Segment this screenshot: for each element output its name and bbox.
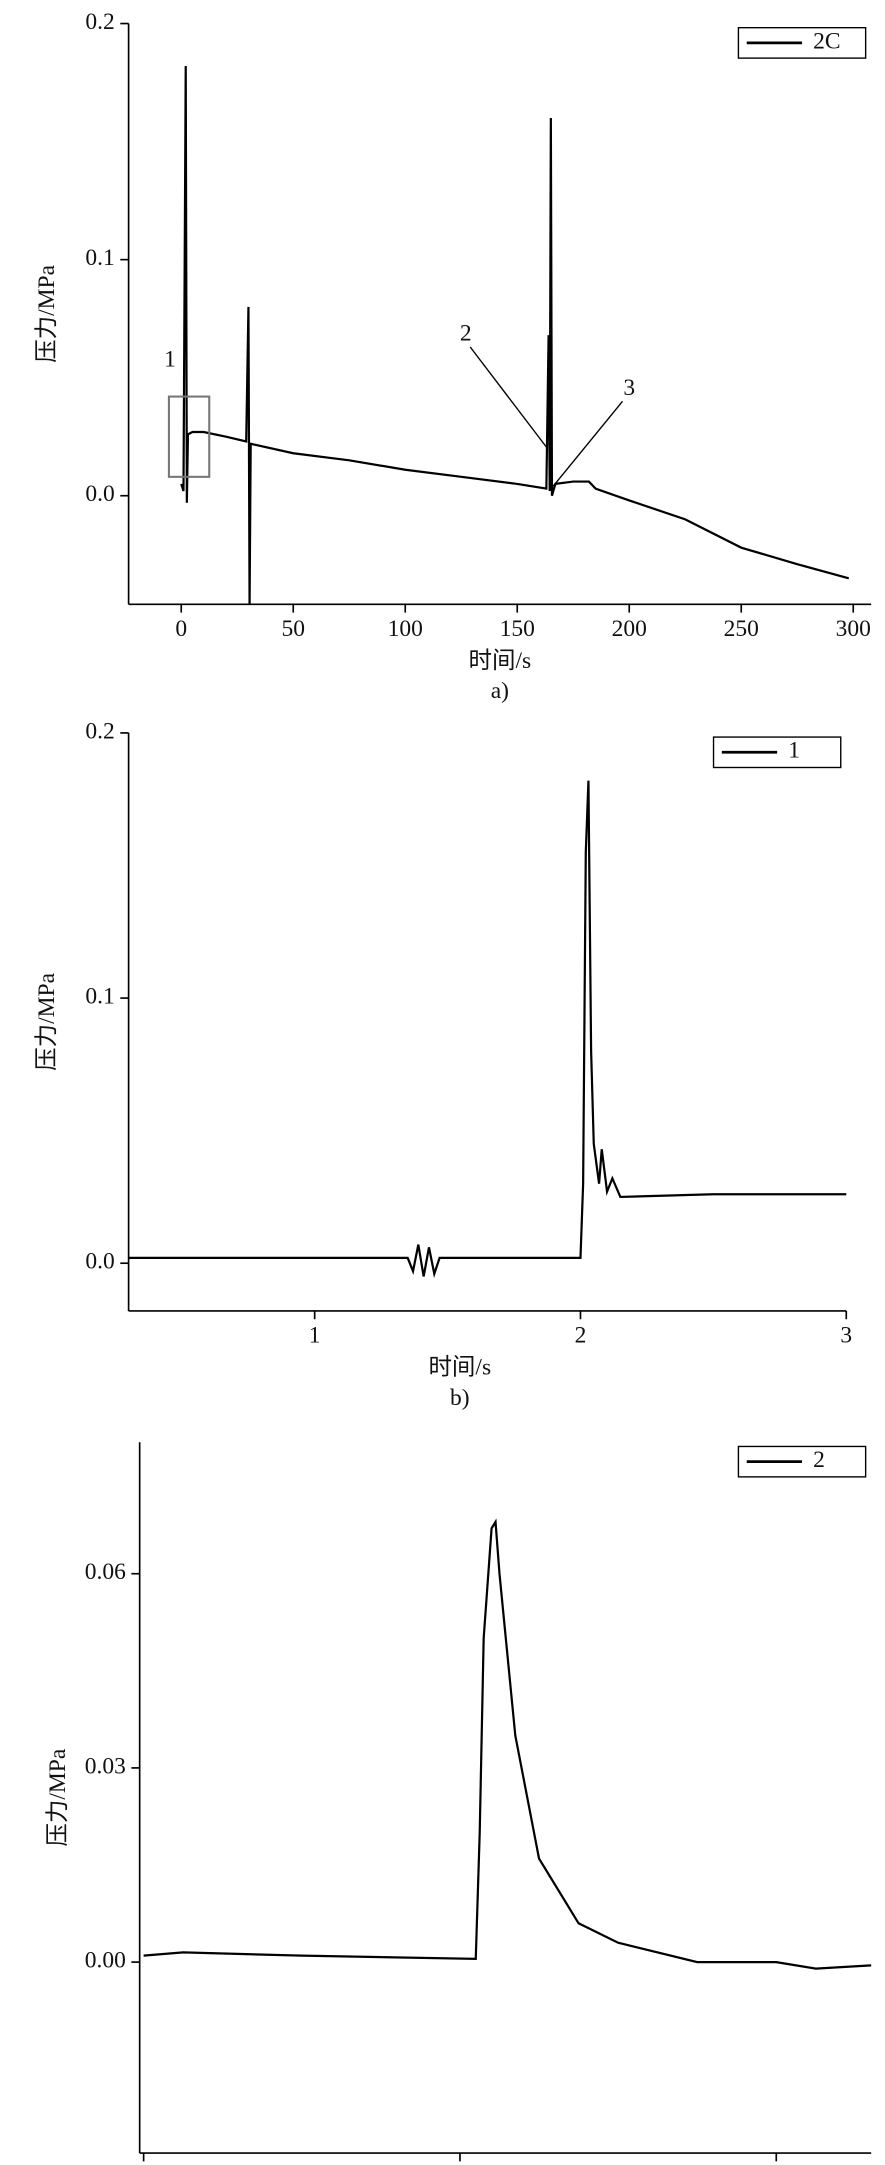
caption: b) xyxy=(450,1385,470,1411)
zoom-box xyxy=(167,395,211,478)
y-axis-label: 压力/MPa xyxy=(44,1748,71,1846)
y-tick-label: 0.1 xyxy=(85,983,114,1009)
caption: a) xyxy=(491,678,509,704)
annotation-leader xyxy=(469,346,549,449)
legend-label: 2C xyxy=(813,28,840,54)
annotation: 3 xyxy=(623,375,635,401)
y-axis-label: 压力/MPa xyxy=(33,264,60,362)
x-tick-label: 1 xyxy=(309,1323,321,1349)
x-tick-label: 2 xyxy=(575,1323,587,1349)
x-tick-label: 200 xyxy=(612,616,647,642)
x-tick-label: 0 xyxy=(175,616,187,642)
data-line xyxy=(128,780,847,1279)
y-axis-label: 压力/MPa xyxy=(33,972,60,1070)
x-tick-label: 150 xyxy=(500,616,535,642)
x-tick-label: 300 xyxy=(836,616,871,642)
y-tick-label: 0.03 xyxy=(85,1753,126,1779)
x-axis-label: 时间/s xyxy=(469,647,532,674)
y-tick-label: 0.0 xyxy=(85,481,114,507)
annotation-leader xyxy=(552,400,624,487)
data-line xyxy=(180,66,850,605)
legend-label: 1 xyxy=(788,738,800,764)
y-tick-label: 0.06 xyxy=(85,1559,126,1585)
y-tick-label: 0.00 xyxy=(85,1948,126,1974)
x-tick-label: 250 xyxy=(724,616,759,642)
annotation: 2 xyxy=(460,321,472,347)
data-line xyxy=(143,1518,872,1970)
x-tick-label: 50 xyxy=(281,616,305,642)
y-tick-label: 0.0 xyxy=(85,1249,114,1275)
x-tick-label: 3 xyxy=(840,1323,852,1349)
x-axis-label: 时间/s xyxy=(428,1353,491,1380)
x-tick-label: 100 xyxy=(388,616,423,642)
y-tick-label: 0.1 xyxy=(85,245,114,271)
legend-label: 2 xyxy=(813,1447,825,1473)
annotation: 1 xyxy=(164,347,176,373)
y-tick-label: 0.2 xyxy=(85,718,114,744)
y-tick-label: 0.2 xyxy=(85,9,114,35)
